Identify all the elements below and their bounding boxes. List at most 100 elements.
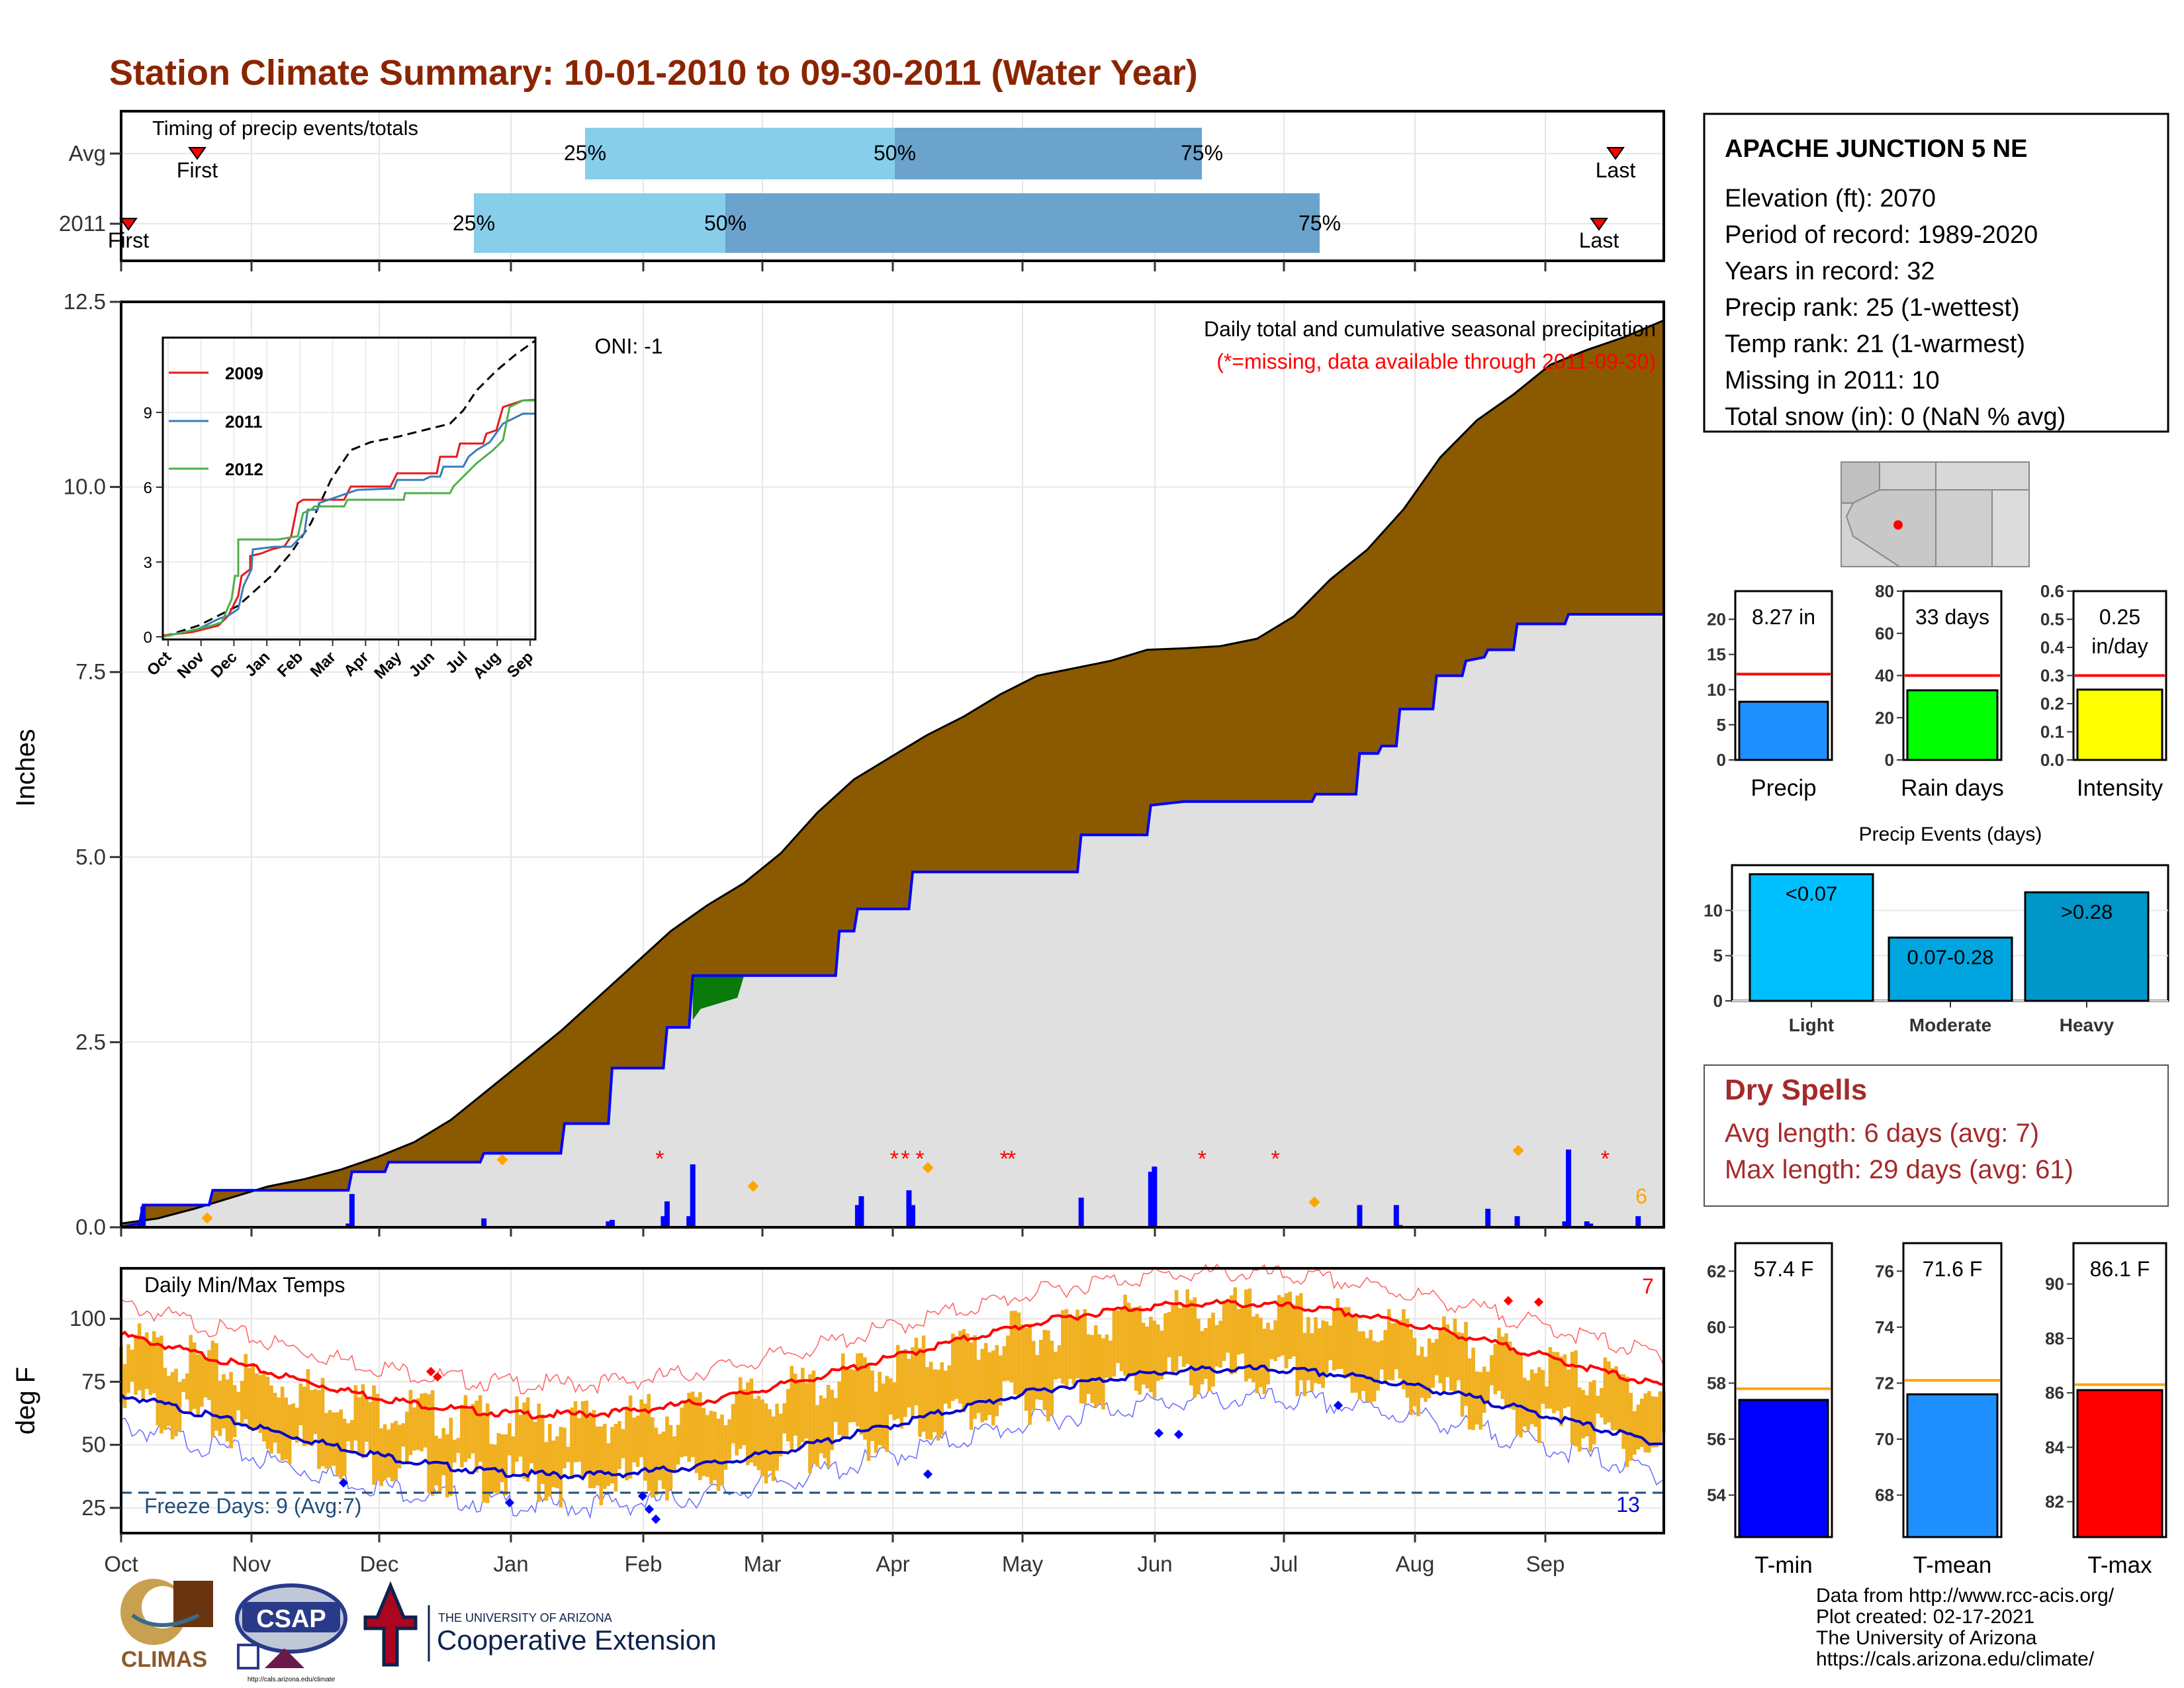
summary-tick: 0.1 [2040, 722, 2064, 742]
temp-ylabel: deg F [11, 1367, 40, 1434]
timing-2011-last-marker [1590, 218, 1608, 231]
temp-range-bar [914, 1337, 919, 1406]
daily-precip-bar [345, 1223, 351, 1227]
ua-extension-text: Cooperative Extension [437, 1624, 717, 1656]
temp-range-bar [1266, 1323, 1270, 1385]
temp-range-bar [713, 1411, 717, 1480]
temp-range-bar [449, 1417, 453, 1496]
temp-range-bar [1449, 1333, 1453, 1391]
temp-range-bar [943, 1370, 948, 1404]
temp-range-bar [1555, 1352, 1560, 1411]
temp-range-bar [1057, 1345, 1062, 1379]
temp-range-bar [1600, 1387, 1604, 1418]
temp-range-bar [735, 1393, 739, 1456]
temp-range-bar [1071, 1317, 1076, 1385]
temp-range-bar [969, 1342, 974, 1430]
temp-range-bar [471, 1403, 475, 1454]
events-y-tick: 5 [1713, 946, 1723, 966]
temp-range-bar [976, 1360, 981, 1413]
station-line: Years in record: 32 [1725, 258, 1935, 285]
summary-tick: 0 [1885, 750, 1894, 770]
temp-range-bar [1515, 1351, 1520, 1435]
temp-range-bar [251, 1362, 255, 1431]
timing-2011-first-label: First [108, 228, 149, 252]
temp-range-bar [427, 1394, 431, 1493]
temp-range-bar [1112, 1309, 1116, 1377]
temp-range-bar [1324, 1321, 1329, 1374]
ua-logo: THE UNIVERSITY OF ARIZONA Cooperative Ex… [363, 1581, 717, 1667]
events-y-tick: 10 [1704, 900, 1723, 920]
temp-range-bar [229, 1372, 233, 1448]
temp-range-bar [485, 1403, 490, 1503]
temp-range-bar [295, 1407, 299, 1443]
temp-range-bar [1171, 1305, 1175, 1376]
month-tick: Mar [744, 1552, 782, 1576]
temp-range-bar [1299, 1293, 1303, 1381]
events-y-tick: 0 [1713, 991, 1723, 1011]
station-line: Missing in 2011: 10 [1725, 367, 1940, 395]
temp-range-bar [500, 1434, 504, 1482]
summary-tick: 68 [1875, 1485, 1894, 1505]
temp-range-bar [1376, 1342, 1380, 1391]
cumulative-2011-line [120, 613, 1664, 1229]
temp-range-bar [525, 1397, 530, 1482]
temp-y-tick: 75 [81, 1369, 106, 1393]
temp-range-bar [1291, 1304, 1296, 1357]
temp-range-bar [460, 1405, 464, 1468]
temp-range-bar [856, 1353, 860, 1427]
temp-range-bar [1445, 1324, 1450, 1378]
month-tick: Apr [876, 1552, 909, 1576]
temp-range-bar [1105, 1335, 1109, 1378]
temp-range-bar [163, 1368, 167, 1430]
temp-range-bar [1002, 1346, 1007, 1382]
temp-range-bar [551, 1440, 556, 1487]
temp-range-bar [947, 1365, 952, 1409]
temp-range-bar [306, 1369, 310, 1446]
summary-tick: 20 [1875, 708, 1894, 727]
precip-y-tick: 5.0 [75, 845, 106, 869]
temp-range-bar [244, 1354, 248, 1420]
temp-range-bar [559, 1427, 563, 1508]
temp-range-bar [189, 1335, 193, 1412]
temp-range-bar [504, 1434, 508, 1496]
temp-range-bar [580, 1401, 585, 1478]
temp-range-bar [1269, 1329, 1274, 1360]
temp-range-bar [833, 1398, 838, 1423]
daily-precip-bar [1562, 1221, 1568, 1227]
summary-xlabel: T-mean [1913, 1552, 1992, 1578]
temp-range-bar [1050, 1340, 1054, 1415]
temp-range-bar [383, 1424, 387, 1480]
summary-tick: 20 [1707, 610, 1726, 630]
month-axis: Oct Nov Dec Jan Feb Mar Apr May Jun Jul Aug Sep [104, 1533, 1565, 1576]
month-tick: Nov [232, 1552, 271, 1576]
temp-range-bar [815, 1405, 819, 1467]
temp-range-bar [328, 1410, 332, 1469]
temp-range-bar [1621, 1374, 1625, 1449]
temp-range-bar [174, 1368, 178, 1436]
temp-range-bar [1218, 1321, 1222, 1368]
temp-range-bar [1021, 1324, 1024, 1394]
temp-range-bar [925, 1367, 929, 1440]
temp-range-bar [1193, 1297, 1197, 1398]
temp-range-bar [544, 1442, 549, 1501]
temp-range-bar [1427, 1338, 1432, 1399]
temp-range-bar [273, 1393, 277, 1443]
temp-range-bar [1512, 1350, 1516, 1410]
temp-range-bar [940, 1362, 944, 1436]
temp-range-bar [1134, 1309, 1138, 1391]
temp-range-bar [1479, 1372, 1482, 1430]
temp-range-bar [412, 1407, 416, 1451]
summary-tick: 10 [1707, 680, 1726, 700]
temp-range-bar [196, 1354, 201, 1416]
footer-line: https://cals.arizona.edu/climate/ [1816, 1648, 2095, 1670]
temp-range-bar [1357, 1331, 1362, 1399]
inset-y-tick: 0 [144, 629, 152, 647]
inset-line-2011 [162, 412, 535, 638]
temp-range-bar [430, 1390, 435, 1496]
temp-range-bar [1548, 1346, 1553, 1409]
max-event-marker [496, 1154, 508, 1166]
temp-range-bar [1174, 1290, 1179, 1372]
inset-line-2009 [162, 399, 535, 637]
temp-range-bar [1394, 1319, 1398, 1370]
page-title: Station Climate Summary: 10-01-2010 to 0… [109, 53, 1198, 93]
